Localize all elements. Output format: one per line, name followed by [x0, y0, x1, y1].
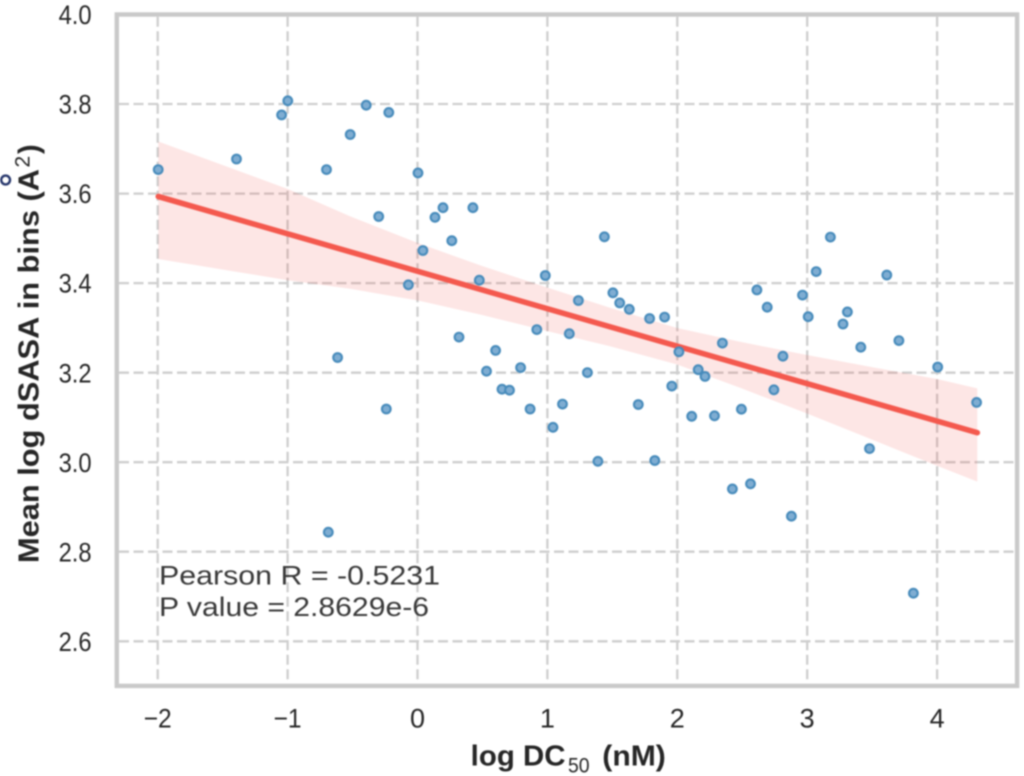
svg-text:1: 1 — [540, 704, 555, 734]
svg-text:−1: −1 — [274, 704, 302, 734]
svg-text:3.2: 3.2 — [59, 358, 92, 388]
svg-text:50: 50 — [568, 755, 590, 776]
svg-text:Pearson R = -0.5231: Pearson R = -0.5231 — [159, 560, 440, 590]
svg-text:3.0: 3.0 — [59, 448, 92, 478]
svg-text:2: 2 — [670, 704, 685, 734]
svg-text:): ) — [13, 144, 45, 154]
svg-text:2: 2 — [11, 156, 34, 168]
svg-text:4.0: 4.0 — [59, 0, 92, 30]
svg-text:(nM): (nM) — [602, 741, 666, 773]
svg-text:−2: −2 — [144, 704, 172, 734]
svg-text:0: 0 — [410, 704, 425, 734]
svg-text:4: 4 — [930, 704, 945, 734]
svg-text:3.4: 3.4 — [59, 269, 92, 299]
svg-text:3: 3 — [800, 704, 815, 734]
svg-text:3.8: 3.8 — [59, 90, 92, 120]
svg-text:3.6: 3.6 — [59, 179, 92, 209]
svg-text:P value = 2.8629e-6: P value = 2.8629e-6 — [159, 592, 429, 622]
svg-text:2.8: 2.8 — [59, 537, 92, 567]
svg-text:log DC: log DC — [471, 741, 566, 773]
svg-text:Mean log dSASA in bins (A: Mean log dSASA in bins (A — [13, 169, 45, 563]
svg-text:2.6: 2.6 — [59, 627, 92, 657]
